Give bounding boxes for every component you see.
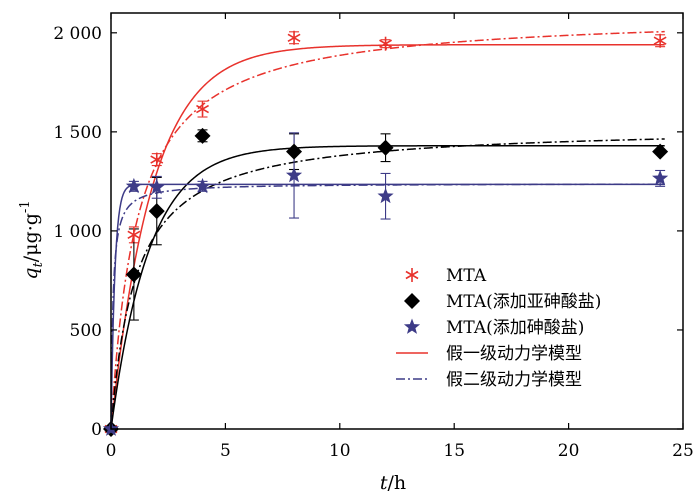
x-axis-label: t/h — [380, 472, 406, 494]
legend-label: MTA(添加砷酸盐) — [446, 318, 584, 338]
y-tick-label: 0 — [91, 420, 102, 440]
x-tick-label: 0 — [106, 441, 117, 461]
data-point-star — [285, 166, 303, 183]
plot-frame — [110, 12, 684, 430]
data-point-asterisk — [196, 102, 209, 117]
legend-label: MTA(添加亚砷酸盐) — [446, 292, 601, 312]
data-point-star — [377, 187, 394, 204]
data-point-diamond — [377, 139, 394, 156]
y-axis-unit: /μg·g — [20, 213, 42, 262]
data-point-star — [652, 169, 669, 186]
legend-item: MTA — [405, 266, 487, 286]
data-point-star — [148, 178, 165, 195]
data-point-diamond — [148, 203, 165, 220]
legend-item: 假二级动力学模型 — [396, 370, 582, 390]
y-tick-label: 2 000 — [53, 24, 102, 44]
fit-curve-pso-mta — [110, 183, 665, 430]
legend-item: MTA(添加砷酸盐) — [403, 318, 584, 338]
legend-item: 假一级动力学模型 — [396, 344, 582, 364]
data-markers — [102, 30, 669, 437]
x-tick-label: 15 — [443, 441, 465, 461]
x-tick-label: 25 — [672, 441, 694, 461]
y-axis-sup: -1 — [18, 200, 33, 213]
legend-item: MTA(添加亚砷酸盐) — [404, 292, 601, 312]
y-axis-var: q — [20, 267, 42, 279]
x-axis-var: t — [380, 472, 388, 494]
x-tick-label: 10 — [329, 441, 351, 461]
y-tick-label: 1 000 — [53, 222, 102, 242]
y-axis-sub: t — [31, 261, 46, 267]
legend-label: 假一级动力学模型 — [446, 344, 582, 364]
data-point-asterisk — [379, 36, 393, 51]
legend-marker-asterisk — [405, 268, 419, 282]
data-point-diamond — [652, 143, 669, 160]
y-axis-label: qt/μg·g-1 — [18, 200, 46, 279]
data-point-star — [125, 177, 142, 194]
data-point-diamond — [286, 143, 303, 160]
legend-marker-diamond — [404, 293, 420, 309]
legend-marker-star — [403, 318, 421, 334]
y-tick-label: 500 — [70, 321, 102, 341]
legend-label: MTA — [446, 266, 487, 286]
data-point-asterisk — [127, 227, 141, 242]
legend-label: 假二级动力学模型 — [446, 370, 582, 390]
tick-labels: 0 5 10 15 20 25 0 500 1 000 1 500 2 000 — [53, 24, 693, 461]
axis-ticks — [110, 13, 684, 430]
data-point-diamond — [125, 266, 142, 283]
data-point-star — [194, 177, 211, 194]
data-point-asterisk — [150, 152, 164, 167]
data-point-asterisk — [287, 30, 301, 45]
y-tick-label: 1 500 — [53, 123, 102, 143]
data-point-asterisk — [653, 33, 667, 48]
x-axis-unit: /h — [388, 472, 407, 494]
error-bars — [128, 31, 666, 321]
fit-curve-pso-mta — [110, 138, 665, 430]
x-tick-label: 5 — [220, 441, 231, 461]
x-tick-label: 20 — [558, 441, 580, 461]
data-point-diamond — [194, 127, 211, 144]
